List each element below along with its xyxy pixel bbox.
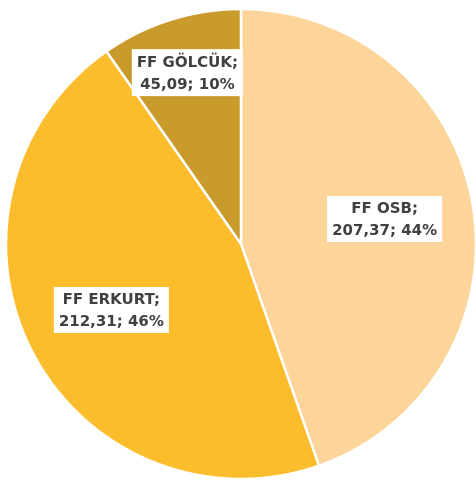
- category-label: FF OSB;: [351, 199, 418, 217]
- value-label: 207,37; 44%: [332, 221, 437, 239]
- label-box: [327, 195, 443, 242]
- label-box: [53, 286, 169, 333]
- data-label: FF ERKURT; 212,31; 46%: [53, 286, 169, 333]
- data-label: FF OSB; 207,37; 44%: [327, 195, 443, 242]
- pie-slice: [4, 49, 321, 481]
- category-label: FF GÖLCÜK;: [137, 52, 238, 71]
- value-label: 212,31; 46%: [59, 312, 164, 330]
- data-label: FF GÖLCÜK; 45,09; 10%: [131, 49, 243, 97]
- label-box: [131, 49, 243, 97]
- category-label: FF ERKURT;: [63, 290, 160, 308]
- value-label: 45,09; 10%: [140, 75, 235, 93]
